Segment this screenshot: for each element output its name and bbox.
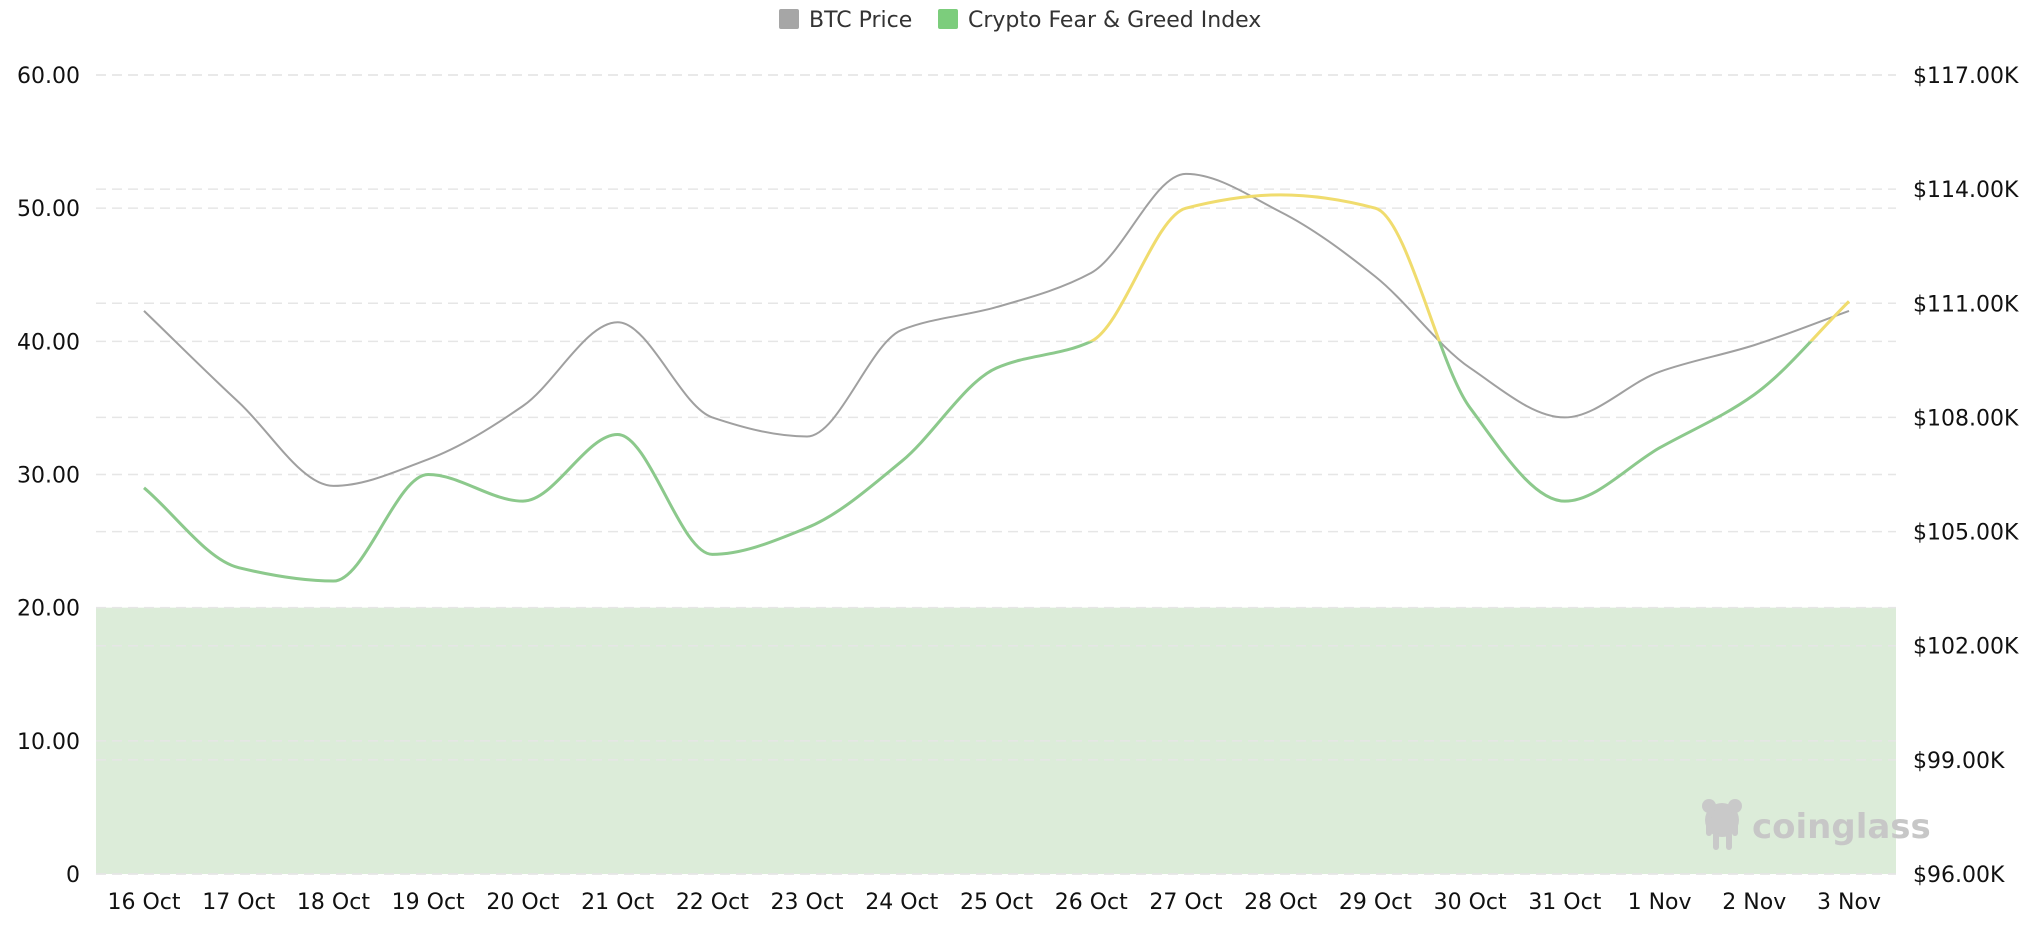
left-tick-label: 60.00 (17, 64, 80, 89)
coinglass-logo-icon (1702, 799, 1742, 850)
x-tick-label: 29 Oct (1339, 890, 1412, 915)
x-tick-label: 1 Nov (1628, 890, 1692, 915)
left-tick-label: 20.00 (17, 597, 80, 622)
legend-label-btc-price: BTC Price (809, 8, 912, 33)
right-tick-label: $99.00K (1913, 749, 2005, 774)
series-lines (143, 172, 1851, 583)
right-tick-label: $117.00K (1913, 64, 2019, 89)
x-tick-label: 28 Oct (1244, 890, 1317, 915)
x-tick-label: 16 Oct (107, 890, 180, 915)
btc-price-line (143, 172, 1850, 487)
legend-item-fear-greed[interactable]: Crypto Fear & Greed Index (938, 8, 1261, 33)
right-tick-label: $114.00K (1913, 178, 2019, 203)
right-tick-label: $105.00K (1913, 521, 2019, 546)
left-tick-label: 0 (66, 863, 80, 888)
x-tick-label: 17 Oct (202, 890, 275, 915)
left-tick-label: 10.00 (17, 730, 80, 755)
x-tick-label: 27 Oct (1149, 890, 1222, 915)
right-tick-label: $111.00K (1913, 292, 2019, 317)
legend-swatch-fear-greed (938, 9, 958, 29)
x-tick-label: 20 Oct (486, 890, 559, 915)
fear-greed-line-neutral (1087, 193, 1851, 342)
x-tick-label: 21 Oct (581, 890, 654, 915)
x-tick-label: 2 Nov (1722, 890, 1786, 915)
x-tick-label: 23 Oct (771, 890, 844, 915)
x-tick-label: 25 Oct (960, 890, 1033, 915)
x-tick-label: 22 Oct (676, 890, 749, 915)
right-tick-label: $108.00K (1913, 406, 2019, 431)
grid-lines (96, 74, 1896, 875)
legend-swatch-btc-price (779, 9, 799, 29)
legend-item-btc-price[interactable]: BTC Price (779, 8, 912, 33)
right-axis: $96.00K $99.00K $102.00K $105.00K $108.00K $1… (1913, 64, 2019, 888)
legend: BTC Price Crypto Fear & Greed Index (779, 8, 1261, 33)
right-tick-label: $96.00K (1913, 863, 2005, 888)
x-axis: 16 Oct 17 Oct 18 Oct 19 Oct 20 Oct 21 Oct 22 O… (107, 890, 1880, 915)
x-tick-label: 3 Nov (1817, 890, 1881, 915)
x-tick-label: 30 Oct (1434, 890, 1507, 915)
x-tick-label: 18 Oct (297, 890, 370, 915)
left-tick-label: 40.00 (17, 330, 80, 355)
x-tick-label: 26 Oct (1055, 890, 1128, 915)
watermark-text: coinglass (1752, 807, 1931, 847)
x-tick-label: 31 Oct (1528, 890, 1601, 915)
left-tick-label: 50.00 (17, 197, 80, 222)
left-tick-label: 30.00 (17, 464, 80, 489)
legend-label-fear-greed: Crypto Fear & Greed Index (968, 8, 1261, 33)
fear-greed-line (143, 341, 1813, 583)
left-axis: 0 10.00 20.00 30.00 40.00 50.00 60.00 (17, 64, 80, 888)
x-tick-label: 24 Oct (865, 890, 938, 915)
right-tick-label: $102.00K (1913, 635, 2019, 660)
watermark: coinglass (1702, 799, 1931, 850)
x-tick-label: 19 Oct (392, 890, 465, 915)
